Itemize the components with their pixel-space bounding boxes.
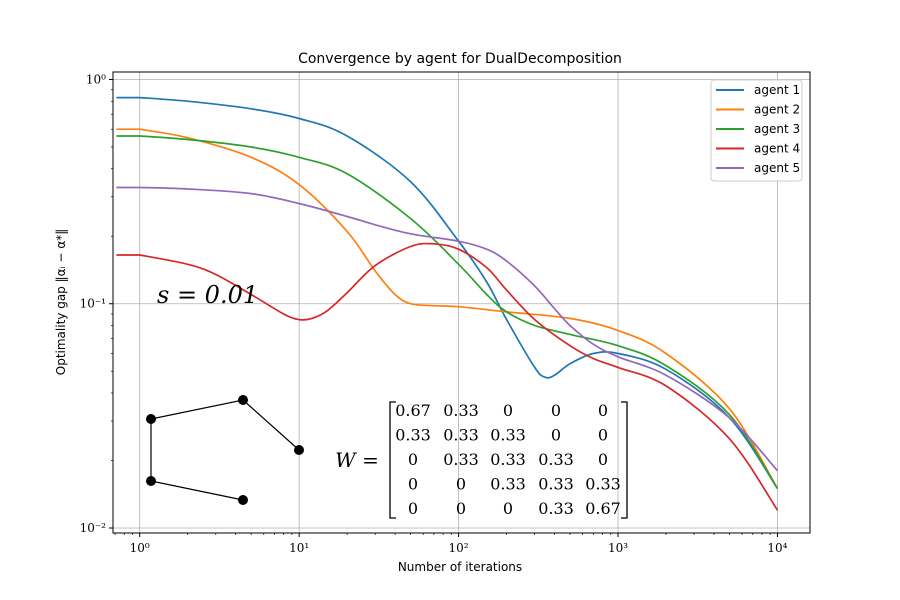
series-line-agent-1 — [116, 96, 779, 489]
step-size-annotation: s = 0.01 — [157, 281, 258, 309]
weight-matrix-annotation: W = 0.67 0.33 0 0 00.33 0.33 0.33 0 00 0.33 0.33 0.… — [335, 401, 628, 519]
matrix-cell: 0 — [408, 499, 418, 518]
matrix-cell: 0 — [456, 475, 466, 494]
y-tick-label: 10⁰ — [86, 72, 106, 86]
chart-title: Convergence by agent for DualDecompositi… — [298, 51, 622, 67]
matrix-cell: 0.33 — [538, 475, 574, 494]
matrix-cell: 0 — [598, 426, 608, 445]
legend-label: agent 5 — [754, 161, 800, 175]
series-line-agent-2 — [116, 128, 779, 489]
legend-items: agent 1 agent 2 agent 3 agent 4 agent 5 — [716, 83, 800, 175]
matrix-cell: 0 — [551, 426, 561, 445]
matrix-cell: 0 — [408, 450, 418, 469]
grid-lines — [113, 72, 810, 533]
plot-frame — [112, 71, 811, 534]
matrix-cell: 0 — [408, 475, 418, 494]
y-tick-label: 10⁻² — [80, 521, 107, 535]
matrix-left-bracket — [389, 401, 396, 519]
y-tick-label: 10⁻¹ — [80, 297, 106, 311]
matrix-cell: 0.33 — [395, 426, 431, 445]
x-axis-label: Number of iterations — [398, 560, 522, 574]
legend-label: agent 1 — [754, 83, 800, 97]
matrix-cell: 0 — [503, 401, 513, 420]
matrix-cells: 0.67 0.33 0 0 0 0.33 0.33 0.33 0 0 0 0.33 0.33 0.33 0 0… — [395, 401, 621, 518]
x-tick-label: 10⁰ — [130, 541, 150, 555]
graph-node — [146, 476, 156, 486]
series-line-agent-5 — [116, 186, 779, 472]
graph-node — [294, 445, 304, 455]
matrix-cell: 0.33 — [443, 450, 479, 469]
legend-label: agent 3 — [754, 122, 800, 136]
legend-label: agent 4 — [754, 142, 800, 156]
x-tick-label: 10¹ — [289, 541, 309, 555]
x-tick-label: 10⁴ — [767, 541, 787, 555]
matrix-cell: 0.67 — [585, 499, 621, 518]
graph-node — [238, 395, 248, 405]
matrix-lhs: W = — [335, 448, 379, 472]
matrix-cell: 0 — [598, 450, 608, 469]
series-line-agent-4 — [116, 242, 779, 511]
matrix-cell: 0.33 — [490, 450, 526, 469]
graph-node — [238, 495, 248, 505]
series-line-agent-3 — [116, 135, 779, 489]
matrix-cell: 0 — [551, 401, 561, 420]
matrix-cell: 0 — [598, 401, 608, 420]
matrix-cell: 0 — [456, 499, 466, 518]
x-tick-label: 10³ — [608, 541, 628, 555]
tick-layer: 10⁰ 10¹ 10² 10³ 10⁴ 10⁻² 10⁻¹ 10⁰ — [80, 72, 788, 555]
graph-node — [146, 414, 156, 424]
matrix-cell: 0.33 — [490, 426, 526, 445]
legend-label: agent 2 — [754, 103, 800, 117]
matrix-cell: 0.33 — [490, 475, 526, 494]
matrix-cell: 0.33 — [443, 401, 479, 420]
matrix-right-bracket — [621, 401, 628, 519]
matrix-cell: 0 — [503, 499, 513, 518]
series-layer — [116, 96, 779, 511]
matrix-cell: 0.67 — [395, 401, 431, 420]
y-axis-label: Optimality gap ‖αᵢ − α*‖ — [54, 229, 68, 375]
matrix-cell: 0.33 — [538, 450, 574, 469]
matrix-cell: 0.33 — [443, 426, 479, 445]
matrix-cell: 0.33 — [585, 475, 621, 494]
x-tick-label: 10² — [449, 541, 469, 555]
graph-inset — [146, 395, 304, 505]
legend-box — [710, 79, 803, 182]
matrix-cell: 0.33 — [538, 499, 574, 518]
legend: agent 1 agent 2 agent 3 agent 4 agent 5 — [710, 79, 803, 182]
